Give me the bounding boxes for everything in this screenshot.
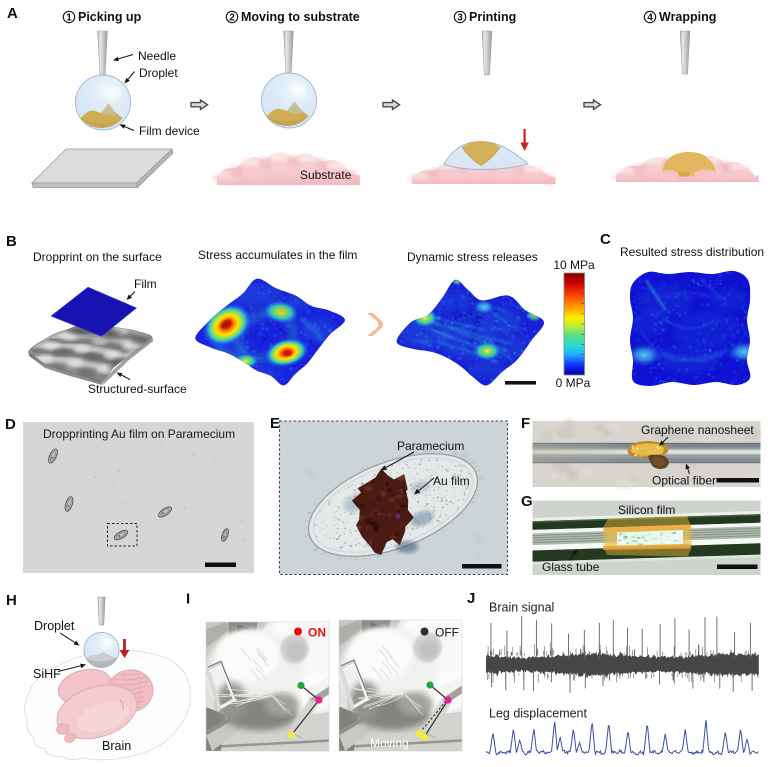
svg-text:Graphene nanosheet: Graphene nanosheet	[641, 423, 754, 437]
svg-text:Moving to substrate: Moving to substrate	[241, 10, 360, 24]
svg-text:Structured-surface: Structured-surface	[88, 382, 187, 396]
svg-text:C: C	[600, 231, 611, 248]
svg-text:OFF: OFF	[435, 626, 459, 640]
svg-text:2: 2	[229, 13, 235, 24]
svg-text:Printing: Printing	[469, 10, 516, 24]
svg-text:Optical fiber: Optical fiber	[652, 474, 716, 488]
svg-text:Dropprinting Au film on Parame: Dropprinting Au film on Paramecium	[43, 427, 235, 441]
svg-text:Film: Film	[134, 277, 157, 291]
svg-text:10 MPa: 10 MPa	[553, 258, 595, 272]
svg-text:3: 3	[457, 13, 463, 24]
svg-text:Needle: Needle	[138, 49, 176, 63]
svg-text:0 MPa: 0 MPa	[556, 376, 591, 390]
svg-text:Paramecium: Paramecium	[397, 439, 464, 453]
svg-text:Moving: Moving	[370, 736, 409, 750]
svg-text:Film device: Film device	[139, 124, 200, 138]
svg-text:Picking up: Picking up	[78, 10, 142, 24]
svg-text:Leg displacement: Leg displacement	[489, 707, 588, 721]
svg-text:Glass tube: Glass tube	[542, 560, 600, 574]
svg-text:G: G	[521, 493, 533, 510]
svg-text:D: D	[5, 416, 16, 433]
svg-text:E: E	[270, 415, 280, 432]
svg-text:Substrate: Substrate	[300, 168, 352, 182]
svg-text:A: A	[7, 5, 18, 22]
svg-text:SiHF: SiHF	[33, 667, 61, 681]
svg-text:I: I	[186, 591, 190, 608]
svg-text:Dropprint on the surface: Dropprint on the surface	[33, 250, 162, 264]
svg-text:4: 4	[647, 13, 653, 24]
svg-text:Droplet: Droplet	[139, 66, 178, 80]
svg-text:B: B	[6, 233, 17, 250]
svg-text:J: J	[467, 590, 475, 607]
svg-text:1: 1	[66, 13, 72, 24]
svg-text:H: H	[6, 592, 17, 609]
svg-text:Au film: Au film	[433, 474, 470, 488]
svg-text:Droplet: Droplet	[34, 619, 75, 633]
svg-text:Wrapping: Wrapping	[659, 10, 716, 24]
svg-text:Dynamic stress releases: Dynamic stress releases	[407, 250, 538, 264]
svg-text:ON: ON	[308, 626, 326, 640]
svg-text:Silicon film: Silicon film	[618, 503, 675, 517]
svg-text:Brain signal: Brain signal	[489, 601, 554, 615]
svg-text:F: F	[521, 415, 530, 432]
svg-text:Stress accumulates in the film: Stress accumulates in the film	[198, 248, 357, 262]
svg-text:Resulted stress distribution: Resulted stress distribution	[620, 245, 764, 259]
svg-text:Brain: Brain	[102, 739, 131, 753]
